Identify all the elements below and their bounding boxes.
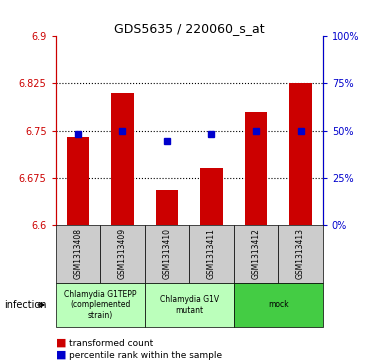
Text: Chlamydia G1TEPP
(complemented
strain): Chlamydia G1TEPP (complemented strain) xyxy=(64,290,137,320)
Bar xyxy=(67,137,89,225)
Text: GSM1313408: GSM1313408 xyxy=(73,228,82,279)
Title: GDS5635 / 220060_s_at: GDS5635 / 220060_s_at xyxy=(114,22,265,35)
Text: GSM1313412: GSM1313412 xyxy=(252,228,260,279)
Bar xyxy=(100,225,145,283)
Bar xyxy=(200,168,223,225)
Text: GSM1313411: GSM1313411 xyxy=(207,228,216,279)
Text: mock: mock xyxy=(268,301,289,309)
Bar xyxy=(145,225,189,283)
Bar xyxy=(289,83,312,225)
Bar xyxy=(111,93,134,225)
Text: transformed count: transformed count xyxy=(69,339,153,347)
Bar xyxy=(56,283,145,327)
Text: GSM1313413: GSM1313413 xyxy=(296,228,305,279)
Bar xyxy=(156,191,178,225)
Bar xyxy=(234,283,323,327)
Bar xyxy=(234,225,278,283)
Text: percentile rank within the sample: percentile rank within the sample xyxy=(69,351,222,359)
Text: GSM1313409: GSM1313409 xyxy=(118,228,127,279)
Bar xyxy=(56,225,100,283)
Bar xyxy=(278,225,323,283)
Text: Chlamydia G1V
mutant: Chlamydia G1V mutant xyxy=(160,295,219,315)
Bar xyxy=(145,283,234,327)
Bar xyxy=(189,225,234,283)
Text: GSM1313410: GSM1313410 xyxy=(162,228,171,279)
Text: ■: ■ xyxy=(56,338,66,348)
Text: infection: infection xyxy=(4,300,46,310)
Text: ■: ■ xyxy=(56,350,66,360)
Bar xyxy=(245,112,267,225)
